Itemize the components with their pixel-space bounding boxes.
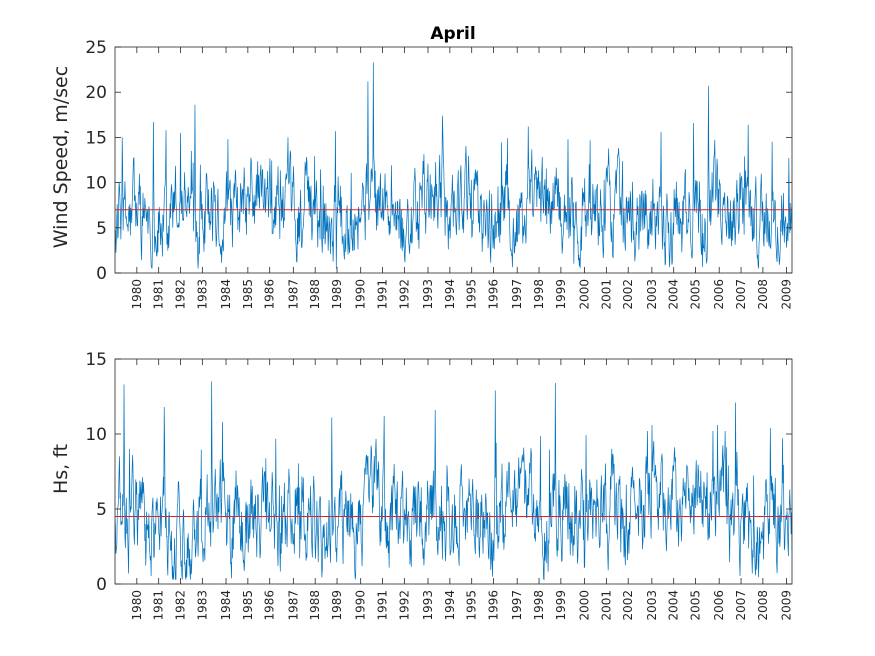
y-tick-label: 15 xyxy=(85,350,107,370)
x-tick-label: 1988 xyxy=(308,590,322,621)
x-tick-label: 1995 xyxy=(465,279,479,310)
x-tick-label: 1989 xyxy=(330,279,344,310)
series-line xyxy=(115,381,792,581)
axes-frame xyxy=(114,358,793,585)
x-tick-label: 1997 xyxy=(510,279,524,310)
x-tick-label: 1991 xyxy=(376,279,390,310)
y-tick-label: 5 xyxy=(96,219,107,239)
y-tick-label: 10 xyxy=(85,174,107,194)
x-tick-label: 2008 xyxy=(756,279,770,310)
x-tick-label: 1984 xyxy=(219,279,233,310)
x-tick-label: 1990 xyxy=(354,590,368,621)
x-tick-label: 2002 xyxy=(621,279,635,310)
x-tick-label: 2004 xyxy=(667,590,681,621)
x-tick-label: 1980 xyxy=(130,279,144,310)
x-tick-label: 1988 xyxy=(308,279,322,310)
chart-title: April xyxy=(430,24,475,44)
y-axis-label: Wind Speed, m/sec xyxy=(50,66,72,248)
y-tick-label: 5 xyxy=(96,500,107,520)
x-tick-label: 1994 xyxy=(443,590,457,621)
x-tick-label: 2000 xyxy=(578,279,592,310)
x-tick-label: 2003 xyxy=(645,279,659,310)
x-tick-label: 1984 xyxy=(219,590,233,621)
x-tick-label: 1982 xyxy=(174,279,188,310)
x-tick-label: 1987 xyxy=(286,590,300,621)
x-tick-label: 1980 xyxy=(130,590,144,621)
x-tick-label: 1997 xyxy=(510,590,524,621)
x-tick-label: 1985 xyxy=(241,279,255,310)
y-tick-label: 0 xyxy=(96,264,107,284)
x-tick-label: 1992 xyxy=(397,590,411,621)
axes-frame xyxy=(114,46,793,274)
x-tick-label: 1993 xyxy=(421,590,435,621)
x-tick-label: 1987 xyxy=(286,279,300,310)
wave-height-chart: Hs, ft 0 5 10 15 1980 1981 1982 1983 1984 1985 198… xyxy=(50,350,794,621)
x-tick-label: 2001 xyxy=(599,279,613,310)
x-tick-label: 2006 xyxy=(712,590,726,621)
x-tick-label: 1983 xyxy=(195,279,209,310)
y-tick-label: 20 xyxy=(85,83,107,103)
x-tick-label: 1996 xyxy=(487,590,501,621)
x-tick-label: 1993 xyxy=(421,279,435,310)
y-tick-label: 0 xyxy=(96,575,107,595)
x-tick-label: 1990 xyxy=(354,279,368,310)
x-tick-label: 2008 xyxy=(756,590,770,621)
x-tick-label: 2005 xyxy=(689,279,703,310)
x-tick-label: 1981 xyxy=(152,279,166,310)
y-axis-label: Hs, ft xyxy=(50,444,72,494)
x-tick-label: 1995 xyxy=(465,590,479,621)
x-tick-label: 1999 xyxy=(554,279,568,310)
x-tick-label: 1992 xyxy=(397,279,411,310)
series-line xyxy=(115,62,792,269)
plot-area: 0 5 10 15 20 25 1980 1981 1982 1983 1984 1985 1986 19… xyxy=(85,38,793,310)
x-tick-label: 1986 xyxy=(263,279,277,310)
x-tick-label: 1998 xyxy=(532,279,546,310)
x-tick-label: 2007 xyxy=(734,279,748,310)
x-tick-label: 2003 xyxy=(645,590,659,621)
y-tick-label: 25 xyxy=(85,38,107,58)
x-tick-label: 1996 xyxy=(487,279,501,310)
x-tick-label: 1994 xyxy=(443,279,457,310)
x-tick-label: 2009 xyxy=(780,590,794,621)
x-tick-label: 1998 xyxy=(532,590,546,621)
y-tick-label: 15 xyxy=(85,128,107,148)
x-tick-label: 1981 xyxy=(152,590,166,621)
x-tick-label: 1983 xyxy=(195,590,209,621)
x-tick-label: 2005 xyxy=(689,590,703,621)
x-tick-label: 2000 xyxy=(578,590,592,621)
x-tick-label: 1985 xyxy=(241,590,255,621)
x-tick-label: 2006 xyxy=(712,279,726,310)
x-tick-label: 2007 xyxy=(734,590,748,621)
x-tick-label: 1982 xyxy=(174,590,188,621)
x-tick-label: 1989 xyxy=(330,590,344,621)
x-tick-label: 2009 xyxy=(780,279,794,310)
x-tick-label: 1999 xyxy=(554,590,568,621)
plot-area: 0 5 10 15 1980 1981 1982 1983 1984 1985 1986 1987 19… xyxy=(85,350,793,621)
x-tick-label: 2004 xyxy=(667,279,681,310)
x-tick-label: 2001 xyxy=(599,590,613,621)
x-tick-label: 2002 xyxy=(621,590,635,621)
y-tick-label: 10 xyxy=(85,425,107,445)
x-tick-label: 1991 xyxy=(376,590,390,621)
wind-speed-chart: April Wind Speed, m/sec 0 5 10 15 20 25 1980 19… xyxy=(50,24,794,310)
x-tick-label: 1986 xyxy=(263,590,277,621)
